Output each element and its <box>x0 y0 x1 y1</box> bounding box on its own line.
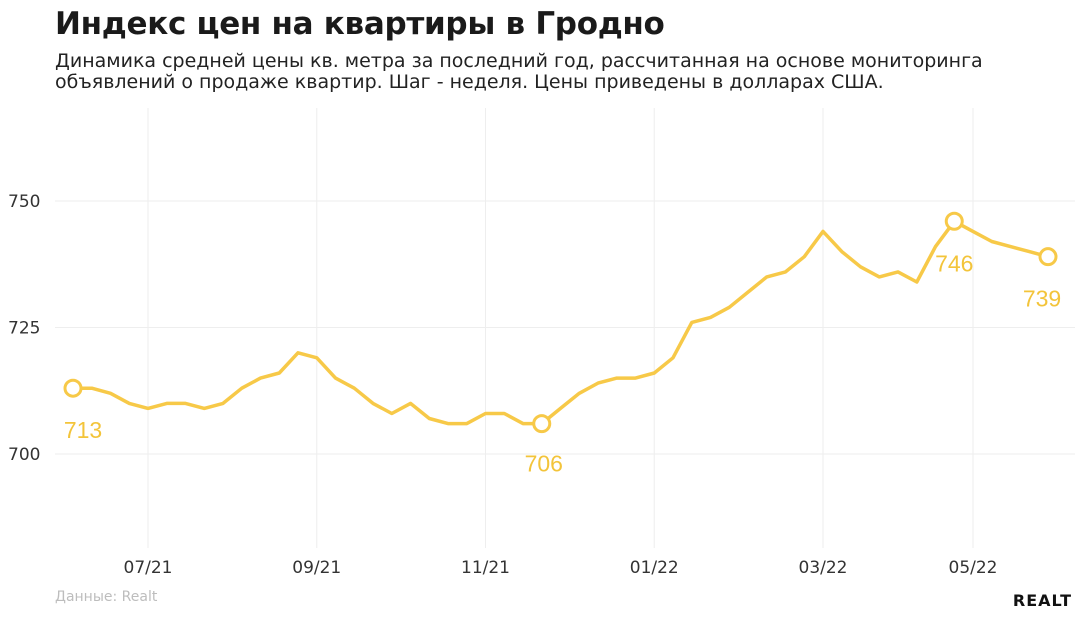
data-label: 746 <box>935 250 973 276</box>
data-source-note: Данные: Realt <box>55 589 158 605</box>
highlight-point <box>1038 247 1058 267</box>
y-tick-label: 750 <box>8 192 40 212</box>
x-tick-label: 01/22 <box>630 558 679 578</box>
x-tick-label: 11/21 <box>461 558 510 578</box>
chart-subtitle: Динамика средней цены кв. метра за после… <box>55 50 983 93</box>
series-line <box>71 219 1050 426</box>
y-tick-label: 725 <box>8 319 40 339</box>
x-tick-label: 07/21 <box>124 558 173 578</box>
highlight-point <box>944 211 964 231</box>
highlight-point <box>532 414 552 434</box>
data-label: 739 <box>1023 286 1061 312</box>
x-tick-label: 09/21 <box>292 558 341 578</box>
highlight-point <box>63 378 83 398</box>
x-tick-label: 03/22 <box>799 558 848 578</box>
x-tick-label: 05/22 <box>949 558 998 578</box>
data-label: 713 <box>64 417 102 443</box>
chart-title: Индекс цен на квартиры в Гродно <box>55 6 665 42</box>
data-label: 706 <box>525 451 563 477</box>
y-tick-label: 700 <box>8 445 40 465</box>
realt-logo: REALT <box>1012 591 1072 610</box>
